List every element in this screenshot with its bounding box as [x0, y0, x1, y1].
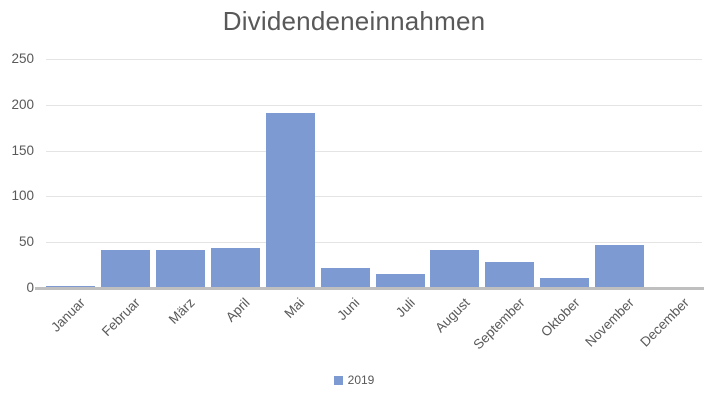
y-axis-tick-150: 150 [11, 143, 34, 158]
x-axis-tick-januar: Januar [48, 295, 89, 335]
x-axis-tick-august: August [432, 295, 473, 336]
x-axis-tick-december: December [637, 295, 693, 350]
bar-juni[interactable] [320, 267, 370, 288]
x-axis-tick-september: September [470, 295, 528, 353]
x-axis-tick-november: November [582, 295, 638, 350]
y-axis-tick-200: 200 [11, 97, 34, 112]
legend[interactable]: 2019 [0, 374, 708, 386]
gridline-200 [46, 105, 702, 106]
y-axis-tick-250: 250 [11, 51, 34, 66]
bar-april[interactable] [210, 247, 260, 288]
y-axis-tick-50: 50 [18, 234, 34, 249]
bar-märz[interactable] [155, 250, 205, 288]
x-axis-tick-juli: Juli [392, 295, 418, 320]
legend-label: 2019 [347, 373, 375, 387]
bar-juli[interactable] [375, 274, 425, 288]
x-axis-tick-mai: Mai [281, 295, 308, 321]
bar-september[interactable] [485, 262, 535, 288]
x-axis-tick-juni: Juni [334, 295, 363, 324]
gridline-50 [46, 242, 702, 243]
bar-februar[interactable] [100, 250, 150, 288]
x-axis-tick-oktober: Oktober [537, 295, 583, 340]
bar-oktober[interactable] [540, 277, 590, 288]
bar-august[interactable] [430, 249, 480, 288]
x-axis-line [35, 287, 704, 290]
chart-title: Dividendeneinnahmen [222, 6, 486, 36]
gridline-100 [46, 196, 702, 197]
y-axis-tick-100: 100 [11, 188, 34, 203]
x-axis-tick-april: April [223, 295, 253, 325]
bar-mai[interactable] [265, 113, 315, 288]
gridline-150 [46, 151, 702, 152]
legend-swatch-2019 [333, 375, 343, 385]
gridline-250 [46, 59, 702, 60]
y-axis-tick-0: 0 [26, 280, 34, 295]
x-axis-tick-februar: Februar [98, 295, 144, 340]
bar-november[interactable] [595, 244, 645, 288]
x-axis-tick-märz: März [166, 295, 198, 327]
